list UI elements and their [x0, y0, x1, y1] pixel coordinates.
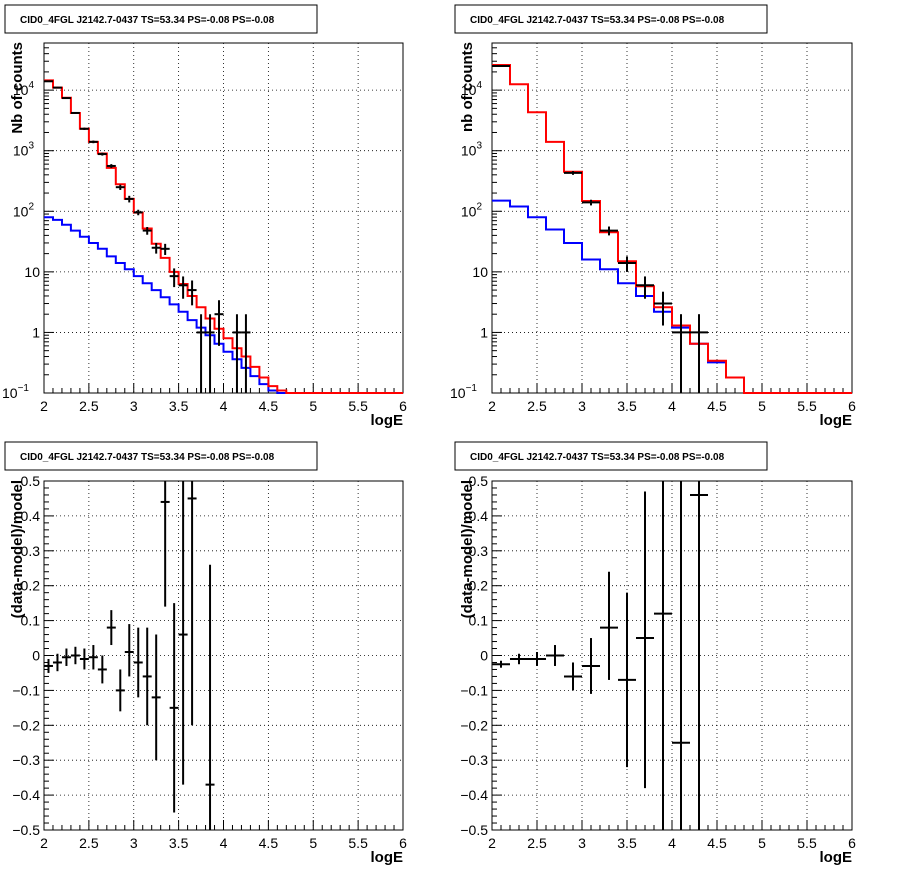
y-tick-label: 1 [480, 324, 488, 340]
x-tick-label: 3 [578, 835, 586, 851]
x-tick-label: 5 [758, 398, 766, 414]
panel-title: CID0_4FGL J2142.7-0437 TS=53.34 PS=-0.08… [470, 452, 725, 463]
x-tick-label: 6 [848, 398, 856, 414]
y-tick-label: 103 [461, 141, 483, 159]
y-tick-label: −0.1 [12, 682, 40, 698]
x-tick-label: 5.5 [797, 835, 817, 851]
x-tick-label: 2 [40, 398, 48, 414]
x-tick-label: 5 [309, 835, 317, 851]
x-axis-label: logE [371, 412, 404, 429]
y-tick-label: 0 [32, 648, 40, 664]
y-tick-label: 0.3 [21, 543, 41, 559]
plot-frame [491, 42, 853, 394]
x-tick-label: 2.5 [527, 835, 547, 851]
x-tick-label: 2 [488, 835, 496, 851]
y-tick-label: 10−1 [450, 383, 477, 401]
x-tick-label: 2.5 [79, 835, 99, 851]
x-tick-label: 6 [399, 835, 407, 851]
y-tick-label: −0.5 [12, 822, 40, 838]
x-tick-label: 3.5 [617, 835, 637, 851]
x-axis-label: logE [820, 849, 853, 866]
x-axis-label: logE [371, 849, 404, 866]
x-tick-label: 4.5 [707, 398, 727, 414]
y-axis-label: (data-model)/model [9, 480, 26, 618]
y-tick-label: 0.2 [469, 578, 489, 594]
y-tick-label: 0.3 [469, 543, 489, 559]
y-tick-label: 0 [480, 648, 488, 664]
x-tick-label: 5.5 [348, 398, 368, 414]
panel-top-left: CID0_4FGL J2142.7-0437 TS=53.34 PS=-0.08… [2, 4, 407, 429]
x-tick-label: 3.5 [169, 835, 189, 851]
y-tick-label: −0.2 [460, 717, 488, 733]
y-tick-label: 10−1 [2, 383, 29, 401]
x-tick-label: 6 [848, 835, 856, 851]
y-tick-label: 0.4 [21, 508, 41, 524]
panel-bottom-left: CID0_4FGL J2142.7-0437 TS=53.34 PS=-0.08… [4, 441, 407, 866]
y-tick-label: 0.4 [469, 508, 489, 524]
y-tick-label: −0.3 [460, 752, 488, 768]
y-tick-label: 10 [24, 264, 40, 280]
x-tick-label: 4 [220, 398, 228, 414]
y-tick-label: 0.5 [469, 473, 489, 489]
x-tick-label: 2.5 [527, 398, 547, 414]
y-tick-label: −0.1 [460, 682, 488, 698]
y-tick-label: −0.2 [12, 717, 40, 733]
y-tick-label: 0.5 [21, 473, 41, 489]
y-tick-label: 104 [13, 80, 35, 98]
model-total-histogram [44, 79, 403, 394]
y-tick-label: −0.3 [12, 752, 40, 768]
x-tick-label: 6 [399, 398, 407, 414]
panel-title: CID0_4FGL J2142.7-0437 TS=53.34 PS=-0.08… [470, 15, 725, 26]
y-tick-label: 102 [13, 201, 35, 219]
panel-bottom-right: CID0_4FGL J2142.7-0437 TS=53.34 PS=-0.08… [454, 441, 856, 866]
x-tick-label: 4.5 [259, 398, 279, 414]
y-tick-label: 10 [472, 264, 488, 280]
x-tick-label: 4.5 [707, 835, 727, 851]
panel-title: CID0_4FGL J2142.7-0437 TS=53.34 PS=-0.08… [20, 15, 275, 26]
title-box [4, 4, 318, 34]
x-tick-label: 5 [758, 835, 766, 851]
title-box [454, 441, 768, 471]
x-tick-label: 3.5 [617, 398, 637, 414]
x-tick-label: 3 [130, 835, 138, 851]
y-tick-label: −0.4 [460, 787, 488, 803]
title-box [4, 441, 318, 471]
y-axis-label: (data-model)/model [459, 480, 476, 618]
y-tick-label: 1 [32, 324, 40, 340]
y-tick-label: 102 [461, 201, 483, 219]
x-tick-label: 5.5 [797, 398, 817, 414]
x-tick-label: 4 [668, 398, 676, 414]
plot-frame [43, 480, 404, 831]
x-axis-label: logE [820, 412, 853, 429]
y-tick-label: 0.2 [21, 578, 41, 594]
x-tick-label: 5.5 [348, 835, 368, 851]
x-tick-label: 4 [668, 835, 676, 851]
y-tick-label: 103 [13, 141, 35, 159]
title-box [454, 4, 768, 34]
panel-title: CID0_4FGL J2142.7-0437 TS=53.34 PS=-0.08… [20, 452, 275, 463]
y-axis-label: Nb of counts [9, 42, 26, 134]
y-tick-label: 0.1 [21, 613, 41, 629]
x-tick-label: 2 [488, 398, 496, 414]
y-tick-label: −0.5 [460, 822, 488, 838]
y-tick-label: 104 [461, 80, 483, 98]
x-tick-label: 3.5 [169, 398, 189, 414]
x-tick-label: 2.5 [79, 398, 99, 414]
panel-top-right: CID0_4FGL J2142.7-0437 TS=53.34 PS=-0.08… [450, 4, 856, 429]
x-tick-label: 2 [40, 835, 48, 851]
y-tick-label: 0.1 [469, 613, 489, 629]
y-tick-label: −0.4 [12, 787, 40, 803]
x-tick-label: 5 [309, 398, 317, 414]
y-axis-label: nb of counts [459, 42, 476, 132]
x-tick-label: 3 [130, 398, 138, 414]
x-tick-label: 4 [220, 835, 228, 851]
x-tick-label: 3 [578, 398, 586, 414]
x-tick-label: 4.5 [259, 835, 279, 851]
